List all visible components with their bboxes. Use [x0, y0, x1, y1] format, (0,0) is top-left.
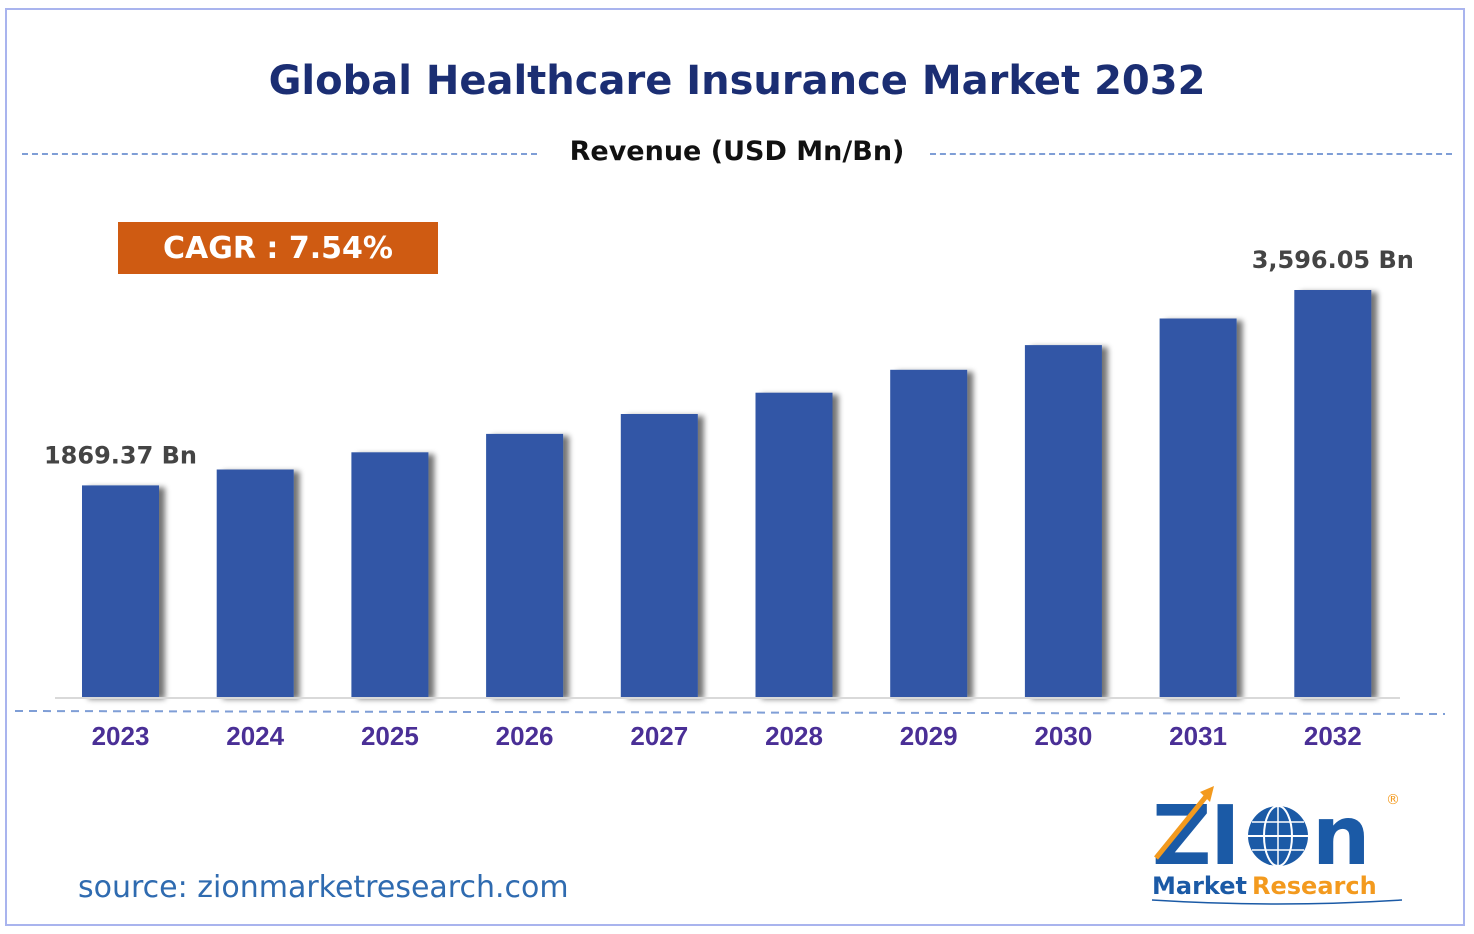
- bars-group: [82, 290, 1372, 697]
- chart-subtitle: Revenue (USD Mn/Bn): [569, 136, 905, 167]
- chart-frame: [5, 8, 1465, 926]
- logo-n-letter: n: [1312, 789, 1370, 884]
- x-tick-2025: 2025: [361, 721, 419, 751]
- data-label-2032: 3,596.05 Bn: [1252, 246, 1414, 274]
- bar-2023: [82, 485, 159, 697]
- x-tick-2030: 2030: [1034, 721, 1092, 751]
- bar-2030: [1024, 345, 1102, 697]
- cagr-badge: CAGR : 7.54%: [118, 222, 438, 274]
- data-labels: 1869.37 Bn 3,596.05 Bn: [44, 246, 1414, 469]
- logo-research-text: Research: [1252, 872, 1377, 900]
- trend-arrow-icon: [1154, 786, 1214, 860]
- bar-2026: [486, 433, 564, 697]
- logo-market-text: Market: [1152, 872, 1247, 900]
- bar-2025: [351, 452, 429, 697]
- x-tick-2026: 2026: [496, 721, 554, 751]
- x-axis-divider: [14, 710, 1446, 715]
- bar-2032: [1294, 290, 1372, 697]
- subtitle-row: Revenue (USD Mn/Bn): [22, 134, 1452, 174]
- bar-2028: [755, 392, 833, 697]
- bar-2029: [890, 369, 968, 697]
- logo-i-letter: I: [1210, 789, 1241, 884]
- divider-right: [930, 153, 1452, 155]
- x-tick-labels: 2023 2024 2025 2026 2027 2028 2029 2030 2031 2032: [92, 721, 1362, 751]
- x-tick-2023: 2023: [92, 721, 150, 751]
- x-tick-2031: 2031: [1169, 721, 1227, 751]
- chart-title: Global Healthcare Insurance Market 2032: [268, 58, 1206, 104]
- bar-2024: [216, 469, 294, 697]
- divider-left: [22, 153, 537, 155]
- bar-2031: [1159, 318, 1237, 697]
- x-tick-2028: 2028: [765, 721, 823, 751]
- data-label-2023: 1869.37 Bn: [44, 441, 197, 469]
- x-tick-2024: 2024: [226, 721, 284, 751]
- logo-underline: [1151, 899, 1403, 905]
- zion-logo: Z I n ® Market Research: [1151, 786, 1403, 905]
- x-tick-2029: 2029: [900, 721, 958, 751]
- x-tick-2027: 2027: [630, 721, 688, 751]
- registered-mark: ®: [1386, 792, 1400, 808]
- x-tick-2032: 2032: [1304, 721, 1362, 751]
- source-text: source: zionmarketresearch.com: [78, 870, 569, 905]
- globe-icon: [1248, 805, 1308, 867]
- bar-2027: [620, 414, 698, 697]
